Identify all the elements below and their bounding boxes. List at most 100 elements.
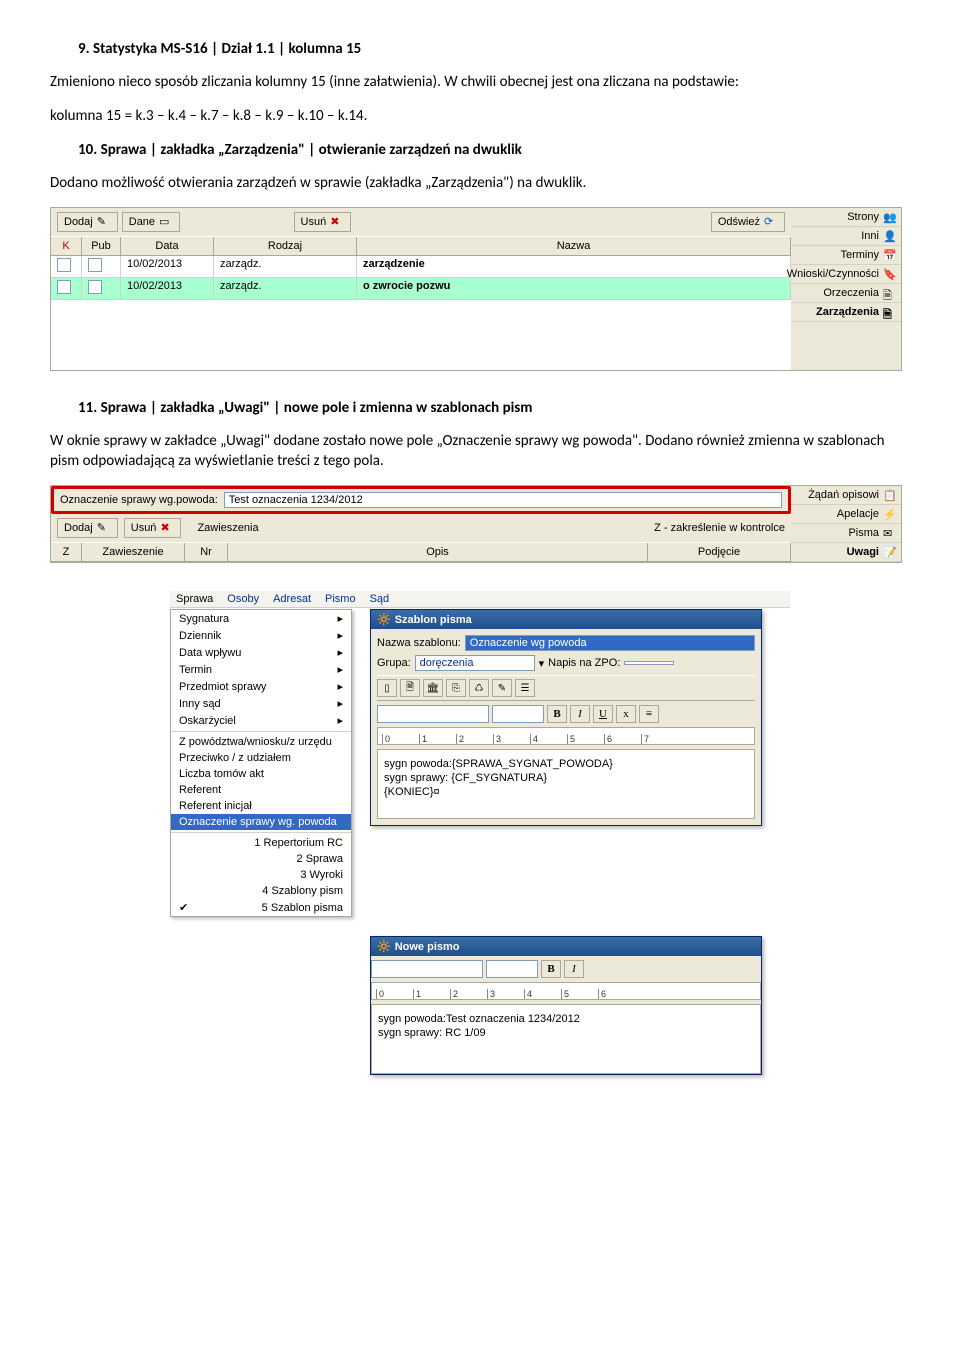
dd-item[interactable]: Dziennik▸: [171, 627, 351, 644]
bold-button[interactable]: B: [547, 705, 567, 723]
dane-button[interactable]: Dane▭: [122, 212, 180, 232]
dd-item[interactable]: Referent: [171, 782, 351, 798]
dd-item[interactable]: Przedmiot sprawy▸: [171, 678, 351, 695]
zkontrolka-label: Z - zakreślenie w kontrolce: [654, 522, 785, 534]
font-combo[interactable]: [371, 960, 483, 978]
col-k[interactable]: K: [51, 237, 82, 255]
col-rodzaj[interactable]: Rodzaj: [214, 237, 357, 255]
grid-blank: [51, 300, 791, 370]
col-opis[interactable]: Opis: [228, 543, 648, 561]
tab-zadan[interactable]: Żądań opisowi📋: [791, 486, 901, 505]
col-pub[interactable]: Pub: [82, 237, 121, 255]
col-podjecie[interactable]: Podjęcie: [648, 543, 791, 561]
dd-item[interactable]: 2 Sprawa: [171, 851, 351, 867]
dd-item[interactable]: Przeciwko / z udziałem: [171, 750, 351, 766]
tool-icon[interactable]: ♺: [469, 679, 489, 697]
dd-item[interactable]: Inny sąd▸: [171, 695, 351, 712]
grid-row-selected[interactable]: 10/02/2013 zarządz. o zwrocie pozwu: [51, 278, 791, 300]
dropdown-arrow-icon[interactable]: ▾: [539, 657, 545, 670]
submenu-arrow-icon: ▸: [337, 697, 343, 710]
refresh-icon: ⟳: [764, 215, 778, 229]
odswiez-button[interactable]: Odśwież⟳: [711, 212, 785, 232]
tab-strony[interactable]: Strony👥: [791, 208, 901, 227]
add-icon: ✎: [97, 215, 111, 229]
tool-icon[interactable]: ☰: [515, 679, 535, 697]
ruler: 01234567: [377, 727, 755, 745]
heading-10: 10. Sprawa | zakładka „Zarządzenia" | ot…: [50, 141, 910, 159]
usun-button[interactable]: Usuń✖: [124, 518, 182, 538]
bolt-icon: ⚡: [883, 508, 895, 520]
dd-item[interactable]: Z powództwa/wniosku/z urzędu: [171, 734, 351, 750]
grid-row[interactable]: 10/02/2013 zarządz. zarządzenie: [51, 256, 791, 278]
oznaczenie-field-row: Oznaczenie sprawy wg.powoda: Test oznacz…: [51, 486, 791, 514]
tab-pisma[interactable]: Pisma✉: [791, 524, 901, 543]
dd-item[interactable]: 1 Repertorium RC: [171, 835, 351, 851]
dd-item[interactable]: ✔5 Szablon pisma: [171, 899, 351, 916]
size-combo[interactable]: [486, 960, 538, 978]
dodaj-button[interactable]: Dodaj✎: [57, 212, 118, 232]
tab-wnioski[interactable]: Wnioski/Czynności🔖: [791, 265, 901, 284]
menu-sad[interactable]: Sąd: [370, 593, 390, 605]
checkbox[interactable]: [57, 280, 71, 294]
doc-editor[interactable]: sygn powoda:Test oznaczenia 1234/2012 sy…: [371, 1004, 761, 1074]
tool-icon[interactable]: 🏛: [423, 679, 443, 697]
submenu-arrow-icon: ▸: [337, 629, 343, 642]
dd-item[interactable]: Termin▸: [171, 661, 351, 678]
usun-button[interactable]: Usuń✖: [294, 212, 352, 232]
dd-separator: [171, 731, 351, 732]
size-combo[interactable]: [492, 705, 544, 723]
dd-item-highlighted[interactable]: Oznaczenie sprawy wg. powoda: [171, 814, 351, 830]
font-combo[interactable]: [377, 705, 489, 723]
italic-button[interactable]: I: [570, 705, 590, 723]
submenu-arrow-icon: ▸: [337, 663, 343, 676]
tool-icon[interactable]: ⎘: [446, 679, 466, 697]
nowe-pismo-window: 🔆 Nowe pismo B I 0123456 sygn powoda:Tes…: [370, 936, 762, 1075]
dd-item[interactable]: Data wpływu▸: [171, 644, 351, 661]
underline-button[interactable]: U: [593, 705, 613, 723]
menu-sprawa[interactable]: Sprawa: [176, 593, 213, 605]
dd-item[interactable]: 3 Wyroki: [171, 867, 351, 883]
nazwa-szablonu-input[interactable]: Oznaczenie wg powoda: [465, 635, 755, 651]
tab-zarzadzenia[interactable]: Zarządzenia🗎: [791, 303, 901, 322]
tab-terminy[interactable]: Terminy📅: [791, 246, 901, 265]
col-nr[interactable]: Nr: [185, 543, 228, 561]
doc-editor[interactable]: sygn powoda:{SPRAWA_SYGNAT_POWODA} sygn …: [377, 749, 755, 819]
side-tabs-1: Strony👥 Inni👤 Terminy📅 Wnioski/Czynności…: [791, 208, 901, 322]
tool-icon[interactable]: ▯: [377, 679, 397, 697]
col-zawieszenie[interactable]: Zawieszenie: [82, 543, 185, 561]
italic-button[interactable]: I: [564, 960, 584, 978]
tool-icon[interactable]: ✎: [492, 679, 512, 697]
menu-adresat[interactable]: Adresat: [273, 593, 311, 605]
dd-item[interactable]: 4 Szablony pism: [171, 883, 351, 899]
doc-icon: 🗎: [883, 287, 895, 299]
grupa-select[interactable]: doręczenia: [415, 655, 535, 671]
oznaczenie-label: Oznaczenie sprawy wg.powoda:: [60, 494, 218, 506]
col-nazwa[interactable]: Nazwa: [357, 237, 791, 255]
checkbox[interactable]: [88, 258, 102, 272]
tab-inni[interactable]: Inni👤: [791, 227, 901, 246]
col-z[interactable]: Z: [51, 543, 82, 561]
menu-osoby[interactable]: Osoby: [227, 593, 259, 605]
strike-button[interactable]: x: [616, 705, 636, 723]
checkbox[interactable]: [57, 258, 71, 272]
align-button[interactable]: ≡: [639, 705, 659, 723]
window-icon: 🔆: [377, 940, 391, 953]
tab-apelacje[interactable]: Apelacje⚡: [791, 505, 901, 524]
titlebar-nowe: 🔆 Nowe pismo: [371, 937, 761, 956]
dd-item[interactable]: Sygnatura▸: [171, 610, 351, 627]
tab-uwagi[interactable]: Uwagi📝: [791, 543, 901, 562]
tab-orzeczenia[interactable]: Orzeczenia🗎: [791, 284, 901, 303]
col-data[interactable]: Data: [121, 237, 214, 255]
oznaczenie-input[interactable]: Test oznaczenia 1234/2012: [224, 492, 782, 508]
bold-button[interactable]: B: [541, 960, 561, 978]
dd-item[interactable]: Referent inicjał: [171, 798, 351, 814]
zpo-input[interactable]: [624, 661, 674, 665]
grid1-header: K Pub Data Rodzaj Nazwa: [51, 236, 791, 256]
dd-item[interactable]: Liczba tomów akt: [171, 766, 351, 782]
dd-item[interactable]: Oskarżyciel▸: [171, 712, 351, 729]
dodaj-button[interactable]: Dodaj✎: [57, 518, 118, 538]
dropdown-sprawa: Sygnatura▸ Dziennik▸ Data wpływu▸ Termin…: [170, 609, 352, 917]
tool-icon[interactable]: 🗎: [400, 679, 420, 697]
checkbox[interactable]: [88, 280, 102, 294]
menu-pismo[interactable]: Pismo: [325, 593, 356, 605]
